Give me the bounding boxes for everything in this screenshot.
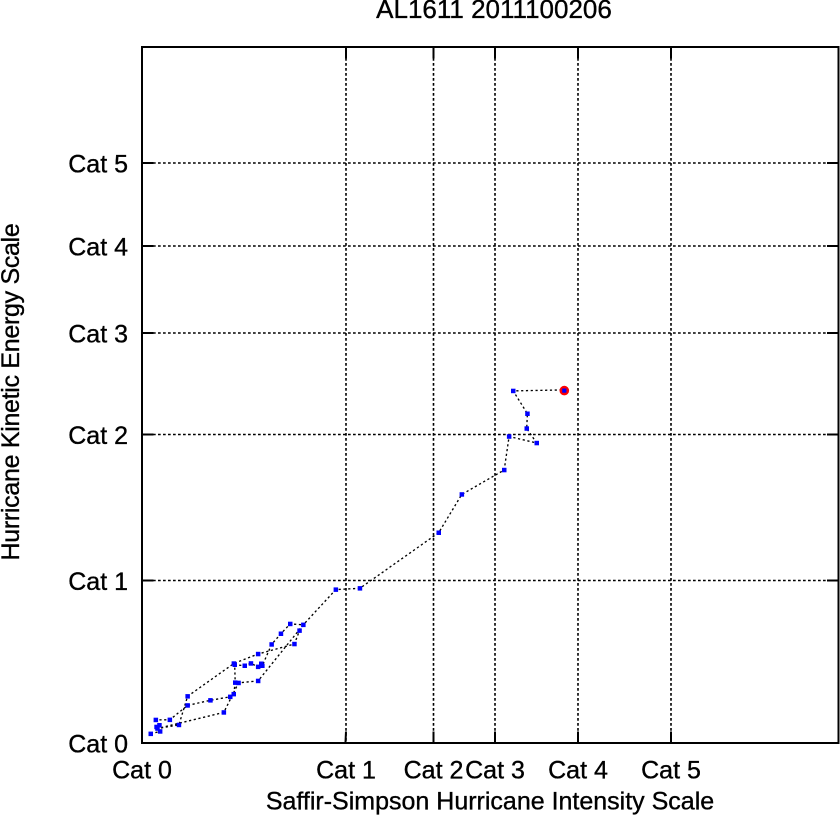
svg-text:Cat 4: Cat 4 xyxy=(548,757,608,785)
svg-text:Saffir-Simpson Hurricane Inten: Saffir-Simpson Hurricane Intensity Scale xyxy=(266,788,714,816)
svg-text:Cat 0: Cat 0 xyxy=(112,757,172,785)
svg-text:Cat 5: Cat 5 xyxy=(641,757,701,785)
svg-text:Cat 5: Cat 5 xyxy=(68,151,128,179)
svg-text:Cat 1: Cat 1 xyxy=(68,568,128,596)
svg-text:Cat 2: Cat 2 xyxy=(68,422,128,450)
svg-text:Cat 3: Cat 3 xyxy=(68,321,128,349)
svg-text:Cat 1: Cat 1 xyxy=(316,757,376,785)
svg-text:Cat 0: Cat 0 xyxy=(68,731,128,759)
svg-text:Hurricane Kinetic Energy Scale: Hurricane Kinetic Energy Scale xyxy=(0,224,25,561)
svg-text:Cat 3: Cat 3 xyxy=(465,757,525,785)
svg-text:Cat 2: Cat 2 xyxy=(404,757,464,785)
svg-text:AL1611 2011100206: AL1611 2011100206 xyxy=(376,0,612,24)
svg-text:Cat 4: Cat 4 xyxy=(68,234,128,262)
